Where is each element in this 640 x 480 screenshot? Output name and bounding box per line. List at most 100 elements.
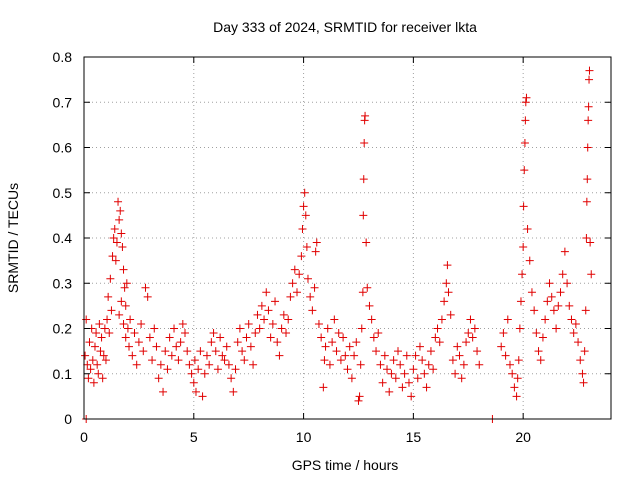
data-point: [505, 360, 514, 369]
data-point: [286, 292, 295, 301]
data-point: [536, 356, 545, 365]
y-tick-label: 0.5: [53, 185, 73, 201]
data-point: [512, 392, 521, 401]
x-tick-label: 15: [406, 429, 422, 445]
data-point: [189, 378, 198, 387]
data-point: [396, 360, 405, 369]
data-point: [117, 229, 126, 238]
data-point: [367, 315, 376, 324]
data-point: [303, 274, 312, 283]
data-point: [123, 324, 132, 333]
data-point: [457, 374, 466, 383]
data-point: [266, 333, 275, 342]
data-point: [569, 329, 578, 338]
data-point: [525, 256, 534, 265]
data-point: [246, 342, 255, 351]
data-point: [362, 238, 371, 247]
data-point: [187, 369, 196, 378]
data-point: [106, 274, 115, 283]
data-point: [89, 378, 98, 387]
data-point: [290, 265, 299, 274]
data-point: [521, 98, 530, 107]
data-point: [292, 288, 301, 297]
data-point: [159, 387, 168, 396]
data-point: [451, 369, 460, 378]
data-point: [497, 342, 506, 351]
data-point: [122, 279, 131, 288]
data-point: [282, 329, 291, 338]
data-point: [345, 342, 354, 351]
data-point: [216, 333, 225, 342]
data-point: [319, 383, 328, 392]
data-point: [365, 301, 374, 310]
data-point: [352, 338, 361, 347]
data-point: [413, 374, 422, 383]
data-point: [284, 315, 293, 324]
data-point: [262, 288, 271, 297]
data-point: [121, 301, 130, 310]
data-point: [519, 202, 528, 211]
data-point: [560, 247, 569, 256]
data-point: [578, 369, 587, 378]
data-point: [446, 310, 455, 319]
data-point: [567, 315, 576, 324]
data-point: [515, 324, 524, 333]
data-point: [519, 243, 528, 252]
data-point: [389, 356, 398, 365]
data-point: [317, 333, 326, 342]
data-point: [424, 360, 433, 369]
data-point: [527, 288, 536, 297]
data-point: [378, 378, 387, 387]
data-point: [111, 256, 120, 265]
data-point: [433, 324, 442, 333]
data-point: [295, 270, 304, 279]
data-point: [137, 319, 146, 328]
data-point: [508, 369, 517, 378]
data-point: [222, 342, 231, 351]
data-point: [88, 356, 97, 365]
data-point: [448, 356, 457, 365]
data-point: [391, 374, 400, 383]
data-point: [132, 360, 141, 369]
data-point: [196, 347, 205, 356]
data-point: [374, 329, 383, 338]
data-point: [538, 333, 547, 342]
data-point: [586, 238, 595, 247]
data-point: [224, 360, 233, 369]
data-point: [288, 279, 297, 288]
data-point: [205, 360, 214, 369]
data-point: [174, 356, 183, 365]
data-point: [334, 329, 343, 338]
data-point: [510, 383, 519, 392]
data-point: [308, 306, 317, 315]
data-point: [380, 351, 389, 360]
data-point: [585, 75, 594, 84]
x-axis-label: GPS time / hours: [292, 457, 399, 473]
y-tick-label: 0: [64, 411, 72, 427]
data-point: [172, 342, 181, 351]
data-point: [156, 360, 165, 369]
data-point: [583, 175, 592, 184]
data-point: [100, 324, 109, 333]
data-point: [244, 319, 253, 328]
data-point: [341, 351, 350, 360]
data-point: [121, 333, 130, 342]
chart-title: Day 333 of 2024, SRMTID for receiver lkt…: [213, 19, 477, 35]
y-tick-label: 0.4: [53, 230, 73, 246]
data-point: [94, 369, 103, 378]
data-point: [385, 387, 394, 396]
data-point: [394, 347, 403, 356]
data-point: [115, 215, 124, 224]
data-point: [453, 342, 462, 351]
data-point: [167, 351, 176, 360]
data-point: [257, 301, 266, 310]
data-point: [104, 292, 113, 301]
x-tick-label: 5: [190, 429, 198, 445]
data-point: [275, 351, 284, 360]
data-points: [81, 66, 596, 423]
data-point: [473, 347, 482, 356]
data-point: [582, 197, 591, 206]
data-point: [328, 338, 337, 347]
data-point: [125, 342, 134, 351]
data-point: [119, 319, 128, 328]
